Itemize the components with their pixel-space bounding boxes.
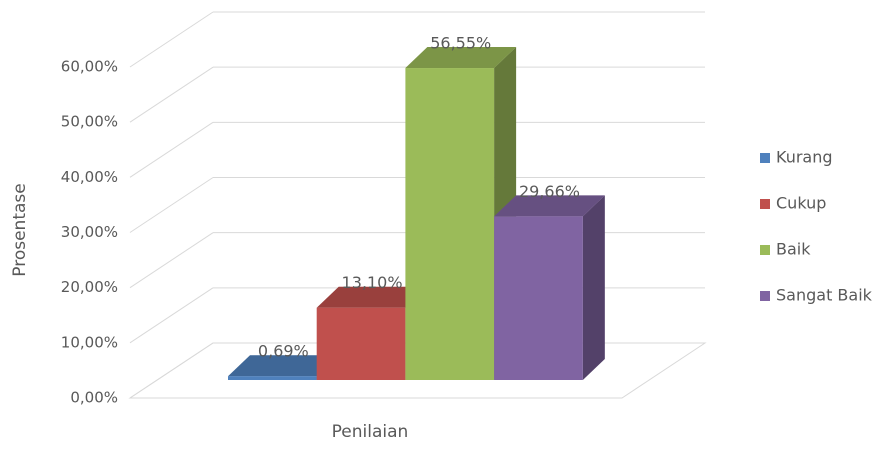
y-tick-label: 20,00% (61, 278, 118, 296)
bar-top (494, 195, 605, 217)
y-tick-label: 30,00% (61, 223, 118, 241)
legend-swatch (760, 245, 770, 255)
grid-line (129, 232, 214, 289)
legend-label: Baik (776, 240, 811, 259)
legend-swatch (760, 153, 770, 163)
bar-top (228, 355, 339, 377)
legend-swatch (760, 199, 770, 209)
bar-top-shade (316, 286, 428, 308)
bar (316, 307, 406, 380)
legend-label: Cukup (776, 194, 826, 213)
x-axis-title: Penilaian (332, 422, 409, 442)
y-tick-label: 10,00% (61, 333, 118, 351)
y-tick-label: 40,00% (61, 168, 118, 186)
y-tick-label: 60,00% (61, 58, 118, 76)
bar (405, 68, 495, 380)
grid-line (129, 342, 214, 399)
bar-top-shade (494, 195, 605, 217)
legend-swatch (760, 291, 770, 301)
y-tick-label: 50,00% (61, 113, 118, 131)
value-label: 56,55% (430, 34, 491, 53)
bar-top (316, 286, 428, 308)
y-tick-label: 0,00% (70, 389, 118, 407)
bar-top-shade (405, 47, 517, 69)
grid-line (129, 287, 214, 344)
value-label: 29,66% (519, 182, 580, 201)
grid-line (129, 121, 214, 178)
grid-line (129, 66, 214, 123)
bar (228, 376, 317, 380)
grid-line (129, 177, 214, 233)
bar-top (405, 47, 517, 69)
legend-label: Kurang (776, 148, 833, 167)
value-label: 13,10% (342, 273, 403, 292)
value-label: 0,69% (258, 342, 309, 361)
bar (494, 216, 583, 380)
bar-side-shade (582, 195, 605, 380)
grid-line (129, 11, 214, 68)
bar-top-shade (228, 355, 339, 377)
bar-side (582, 195, 605, 380)
legend-label: Sangat Baik (776, 286, 873, 305)
y-axis-title: Prosentase (10, 183, 30, 276)
